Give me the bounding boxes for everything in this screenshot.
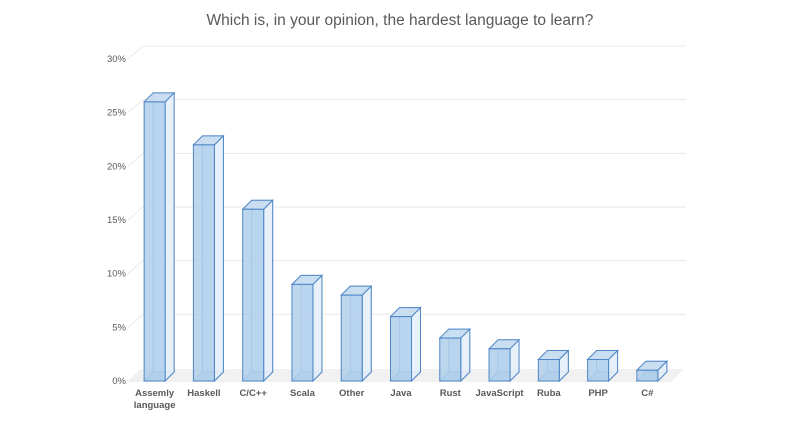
bar-front-face [143, 101, 166, 382]
x-category-label-1: Haskell [187, 388, 220, 399]
bar-c# [635, 360, 669, 383]
gridline-15 [127, 206, 686, 221]
x-category-label-6: Rust [440, 388, 462, 399]
bar-side-face [361, 284, 372, 383]
bar-front-face [390, 316, 412, 382]
bar-java [389, 306, 422, 383]
bar-php [586, 349, 619, 383]
bar-side-face [411, 306, 421, 383]
labels-layer: 0% 5% 10% 15% 20% 25% 30% Assemly language Haskel… [107, 54, 654, 411]
y-tick-label-5: 5% [112, 322, 126, 333]
y-tick-label-25: 25% [107, 108, 127, 119]
bar-haskell [192, 134, 225, 383]
grid-layer [127, 45, 686, 328]
x-category-label-9: PHP [588, 388, 608, 399]
gridline-10 [127, 260, 686, 275]
bar-ruba [537, 349, 570, 383]
x-category-label-0: Assemly language [134, 388, 176, 411]
gridline-20 [127, 152, 686, 167]
bar-front-face [488, 348, 511, 382]
x-category-label-3: Scala [290, 388, 316, 399]
gridline-30 [127, 45, 686, 60]
bars-layer [142, 91, 669, 383]
bar-front-face [340, 294, 363, 382]
bar-side-face [164, 91, 175, 383]
y-tick-label-15: 15% [107, 215, 127, 226]
bar-scala [290, 274, 324, 383]
x-category-label-5: Java [390, 388, 412, 399]
y-tick-label-10: 10% [107, 269, 127, 280]
bar-front-face [291, 283, 314, 382]
bar-javascript [487, 338, 521, 383]
x-category-label-7: JavaScript [476, 388, 525, 399]
bar-front-face [636, 369, 659, 382]
y-tick-label-20: 20% [107, 161, 127, 172]
bar-front-face [439, 337, 462, 382]
bar-front-face [537, 359, 560, 382]
y-tick-label-0: 0% [112, 376, 126, 387]
gridline-25 [127, 99, 686, 114]
chart-title: Which is, in your opinion, the hardest l… [207, 12, 594, 29]
bar-front-face [242, 208, 265, 382]
bar-assemly-language [142, 91, 176, 383]
bar-side-face [263, 199, 274, 383]
x-category-label-2: C/C++ [239, 388, 267, 399]
x-category-label-8: Ruba [537, 388, 561, 399]
x-category-label-10: C# [641, 388, 654, 399]
bar-front-face [587, 359, 610, 382]
bar-side-face [312, 274, 323, 383]
bar-other [340, 284, 373, 383]
bar-c-c++ [241, 199, 274, 383]
x-category-label-4: Other [339, 388, 365, 399]
gridline-5 [127, 313, 686, 328]
bar-front-face [192, 144, 215, 382]
bar-rust [438, 327, 471, 383]
bar-side-face [213, 134, 224, 383]
y-tick-label-30: 30% [107, 54, 127, 65]
